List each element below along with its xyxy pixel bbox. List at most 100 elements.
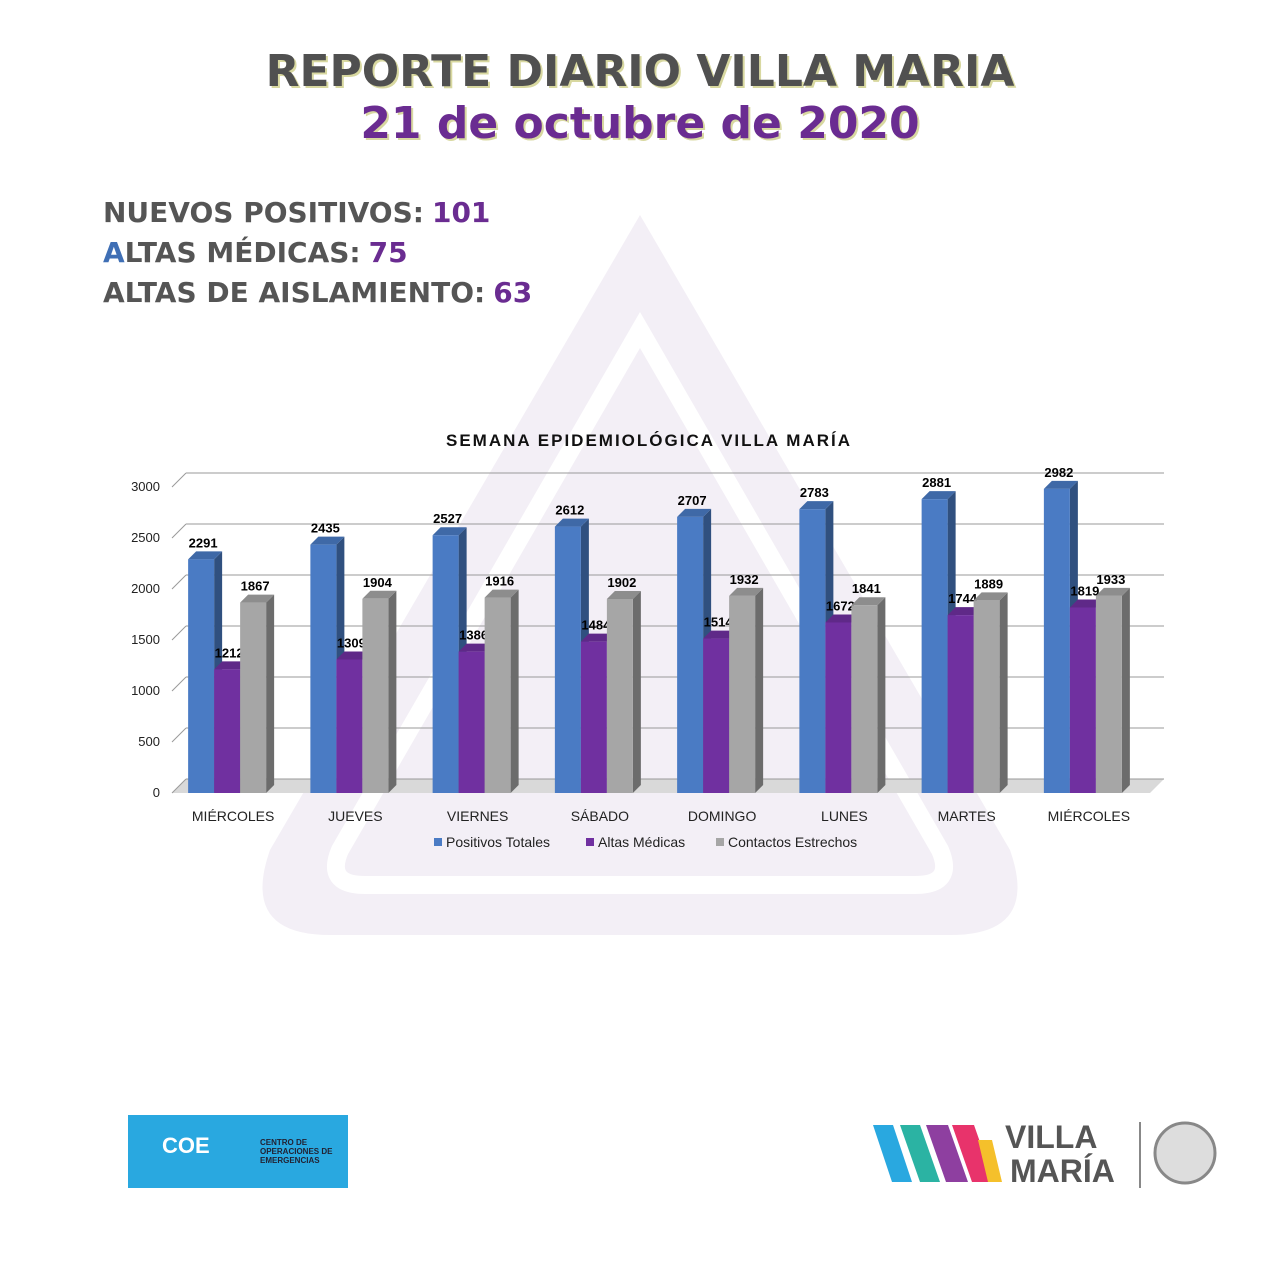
logo-stripe <box>873 1125 912 1182</box>
y-tick-label: 500 <box>138 734 160 749</box>
bar <box>973 600 1000 793</box>
bar-top <box>362 590 397 599</box>
value-label: 1744 <box>948 591 978 606</box>
bar <box>851 605 878 793</box>
bar-top <box>825 614 860 623</box>
stat-value: 75 <box>368 236 408 269</box>
x-tick-label: DOMINGO <box>688 808 757 824</box>
bar <box>432 535 459 793</box>
x-tick-label: JUEVES <box>328 808 382 824</box>
x-tick-label: LUNES <box>821 808 868 824</box>
x-tick-label: VIERNES <box>447 808 508 824</box>
bar <box>310 544 337 793</box>
value-label: 1916 <box>485 574 514 589</box>
y-tick-label: 3000 <box>131 479 160 494</box>
value-label: 2783 <box>800 485 829 500</box>
grid-line <box>171 778 187 794</box>
bar-top <box>310 536 345 545</box>
bar-side <box>632 590 641 793</box>
brand: VILLA <box>1005 1119 1097 1155</box>
y-tick-label: 0 <box>153 785 160 800</box>
bar <box>606 598 633 793</box>
bar <box>921 499 948 793</box>
stat: NUEVOS POSITIVOS: 101 <box>103 196 490 229</box>
bar <box>580 641 607 793</box>
bar-top <box>677 508 712 517</box>
value-label: 2612 <box>555 503 584 518</box>
logo-stripe <box>900 1125 940 1182</box>
x-tick-label: MARTES <box>938 808 996 824</box>
value-label: 1933 <box>1096 572 1125 587</box>
bar <box>703 638 730 793</box>
value-label: 1672 <box>826 598 855 613</box>
bar-top <box>947 607 982 616</box>
legend-label: Positivos Totales <box>446 834 550 850</box>
legend-label: Contactos Estrechos <box>728 834 857 850</box>
bar-side <box>755 587 764 793</box>
bar <box>240 602 267 793</box>
x-tick-label: MIÉRCOLES <box>192 808 274 824</box>
value-label: 1841 <box>852 581 881 596</box>
stat: ALTAS DE AISLAMIENTO: 63 <box>103 276 532 309</box>
date: 21 de octubre de 2020 <box>360 98 920 149</box>
bar <box>458 651 485 793</box>
coe-text: OPERACIONES DE <box>260 1147 333 1156</box>
bar <box>188 559 215 793</box>
bar <box>677 516 704 793</box>
bar-side <box>999 592 1008 793</box>
bar <box>1095 595 1122 793</box>
value-label: 2527 <box>433 511 462 526</box>
y-tick-label: 2000 <box>131 581 160 596</box>
logo-stripe <box>978 1140 1002 1182</box>
grid-line <box>171 472 187 488</box>
bar-top <box>458 643 493 652</box>
bar <box>825 622 852 793</box>
coe-text: EMERGENCIAS <box>260 1156 320 1165</box>
bar-top <box>729 587 764 596</box>
y-tick-label: 2500 <box>131 530 160 545</box>
bar-side <box>266 594 275 793</box>
bar-top <box>851 597 886 606</box>
stat-value: 101 <box>431 196 491 229</box>
bar-top <box>973 592 1008 601</box>
bar-side <box>1121 587 1130 793</box>
value-label: 1867 <box>241 579 270 594</box>
logo-stripe <box>926 1125 968 1182</box>
bar-top <box>214 661 249 670</box>
coe-text: CENTRO DE <box>260 1138 308 1147</box>
stat: ALTAS MÉDICAS: 75 <box>103 236 408 269</box>
bar <box>336 659 363 793</box>
legend-swatch <box>434 838 442 846</box>
value-label: 1902 <box>607 575 636 590</box>
grid-line <box>171 574 187 590</box>
value-label: 2291 <box>189 535 218 550</box>
bar <box>1069 607 1096 793</box>
bar-top <box>554 518 589 527</box>
stat-value: 63 <box>493 276 533 309</box>
title: REPORTE DIARIO VILLA MARIA <box>265 46 1015 97</box>
x-tick-label: SÁBADO <box>571 808 629 824</box>
bar-top <box>240 594 275 603</box>
coe-label: COE <box>162 1133 210 1158</box>
logo-stripe <box>952 1125 994 1182</box>
value-label: 2707 <box>678 493 707 508</box>
bar-top <box>921 491 956 500</box>
value-label: 2435 <box>311 521 340 536</box>
bar <box>729 595 756 793</box>
legend-label: Altas Médicas <box>598 834 685 850</box>
brand: MARÍA <box>1010 1153 1115 1189</box>
bar-top <box>606 590 641 599</box>
bar-top <box>580 633 615 642</box>
bar-top <box>1095 587 1130 596</box>
bar <box>362 598 389 793</box>
value-label: 1889 <box>974 576 1003 591</box>
bar <box>214 669 241 793</box>
bar-top <box>703 630 738 639</box>
value-label: 2982 <box>1044 465 1073 480</box>
legend-swatch <box>716 838 724 846</box>
bar <box>799 509 826 793</box>
value-label: 1819 <box>1070 583 1099 598</box>
value-label: 1309 <box>337 635 366 650</box>
